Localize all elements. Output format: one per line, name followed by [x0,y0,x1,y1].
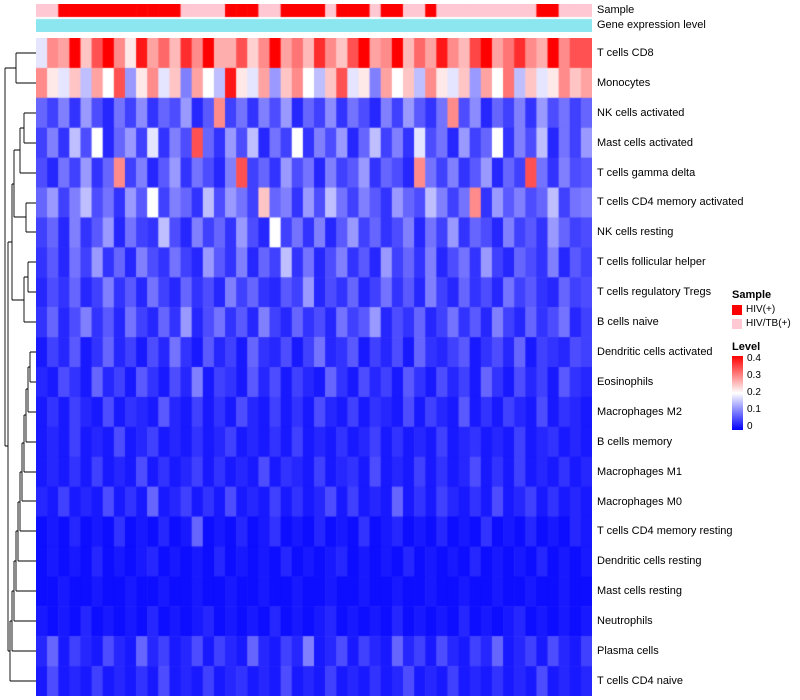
heatmap-matrix [36,38,592,696]
legend: Sample HIV(+) HIV/TB(+) Level 0.4 0.3 0.… [732,289,800,433]
row-label: Macrophages M1 [597,465,682,478]
row-label: T cells CD4 naive [597,674,683,687]
row-label: NK cells resting [597,226,674,239]
level-colorbar-group: 0.4 0.3 0.2 0.1 0 [732,352,800,433]
tick-0: 0 [747,421,753,433]
legend-item-hivtb: HIV/TB(+) [732,318,800,329]
hiv-color-swatch [732,304,742,315]
row-labels: T cells CD8 Monocytes NK cells activated Ma… [597,38,757,696]
row-label: Mast cells resting [597,585,682,598]
row-label: T cells CD8 [597,46,654,59]
row-dendrogram [4,52,36,682]
row-label: B cells memory [597,435,673,448]
legend-item-hiv: HIV(+) [732,304,800,315]
tick-0.2: 0.2 [747,387,761,398]
legend-sample-title: Sample [732,289,772,301]
row-label: Neutrophils [597,615,653,628]
row-label: NK cells activated [597,106,685,119]
row-label: Macrophages M0 [597,495,682,508]
sample-annotation-label: Sample [597,4,635,16]
row-label: Dendritic cells resting [597,555,702,568]
row-label: Macrophages M2 [597,405,682,418]
row-label: Monocytes [597,76,651,89]
row-label: Eosinophils [597,375,654,388]
tick-0.1: 0.1 [747,404,761,416]
row-label: Plasma cells [597,645,659,658]
row-label: B cells naive [597,316,659,329]
hivtb-color-swatch [732,318,742,329]
tick-0.3: 0.3 [747,369,761,381]
sample-annotation-bar [36,4,592,32]
row-label: T cells gamma delta [597,166,696,179]
hiv-label: HIV(+) [746,304,776,315]
row-label: T cells CD4 memory activated [597,196,744,209]
expression-annotation-label: Gene expression level [597,19,706,31]
row-label: T cells CD4 memory resting [597,525,733,538]
legend-level-title: Level [732,341,761,353]
row-label: T cells follicular helper [597,256,706,269]
tick-0.4: 0.4 [747,352,761,364]
row-label: Dendritic cells activated [597,346,713,359]
row-label: T cells regulatory Tregs [597,286,712,299]
row-label: Mast cells activated [597,136,693,149]
level-colorbar [732,356,743,430]
level-colorbar-ticks: 0.4 0.3 0.2 0.1 0 [747,352,777,433]
hivtb-label: HIV/TB(+) [746,318,791,329]
